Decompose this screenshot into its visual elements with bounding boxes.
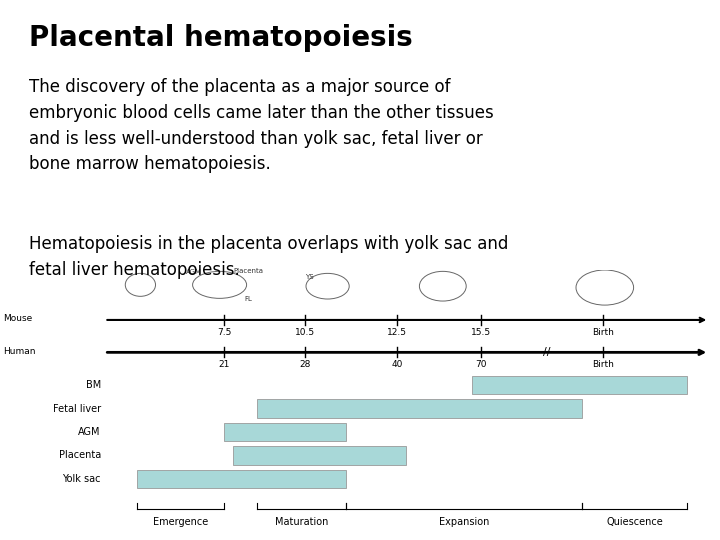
Text: //: // bbox=[543, 347, 550, 357]
Text: Mouse: Mouse bbox=[4, 314, 33, 323]
Text: Human: Human bbox=[4, 347, 36, 355]
Bar bbox=[472, 376, 687, 394]
Ellipse shape bbox=[576, 270, 634, 305]
Bar bbox=[257, 400, 582, 418]
Text: 40: 40 bbox=[392, 361, 403, 369]
Text: Yolk sac: Yolk sac bbox=[63, 474, 101, 484]
Text: AGM: AGM bbox=[186, 269, 202, 275]
Text: The discovery of the placenta as a major source of
embryonic blood cells came la: The discovery of the placenta as a major… bbox=[29, 78, 493, 173]
Text: Placenta: Placenta bbox=[58, 450, 101, 461]
Text: 28: 28 bbox=[299, 361, 310, 369]
Text: YS: YS bbox=[305, 274, 314, 280]
Text: BM: BM bbox=[86, 380, 101, 390]
Ellipse shape bbox=[306, 273, 349, 299]
Text: FL: FL bbox=[245, 296, 252, 302]
Text: Expansion: Expansion bbox=[439, 517, 490, 527]
Text: Maturation: Maturation bbox=[275, 517, 328, 527]
Text: Quiescence: Quiescence bbox=[606, 517, 663, 527]
Text: Emergence: Emergence bbox=[153, 517, 208, 527]
Text: 12.5: 12.5 bbox=[387, 328, 408, 337]
Text: AGM: AGM bbox=[78, 427, 101, 437]
Ellipse shape bbox=[419, 271, 467, 301]
Bar bbox=[138, 470, 346, 488]
Text: 70: 70 bbox=[475, 361, 487, 369]
Text: Fetal liver: Fetal liver bbox=[53, 403, 101, 414]
Text: Placental hematopoiesis: Placental hematopoiesis bbox=[29, 24, 413, 52]
Text: Birth: Birth bbox=[593, 361, 614, 369]
Text: 10.5: 10.5 bbox=[294, 328, 315, 337]
Ellipse shape bbox=[125, 273, 156, 296]
Text: Hematopoiesis in the placenta overlaps with yolk sac and
fetal liver hematopoies: Hematopoiesis in the placenta overlaps w… bbox=[29, 235, 508, 279]
Text: 15.5: 15.5 bbox=[471, 328, 491, 337]
Text: 7.5: 7.5 bbox=[217, 328, 231, 337]
Text: Birth: Birth bbox=[593, 328, 614, 337]
Bar bbox=[233, 446, 406, 464]
Ellipse shape bbox=[193, 271, 246, 298]
Bar bbox=[224, 423, 346, 441]
Text: Placenta: Placenta bbox=[233, 268, 264, 274]
Text: 21: 21 bbox=[218, 361, 230, 369]
